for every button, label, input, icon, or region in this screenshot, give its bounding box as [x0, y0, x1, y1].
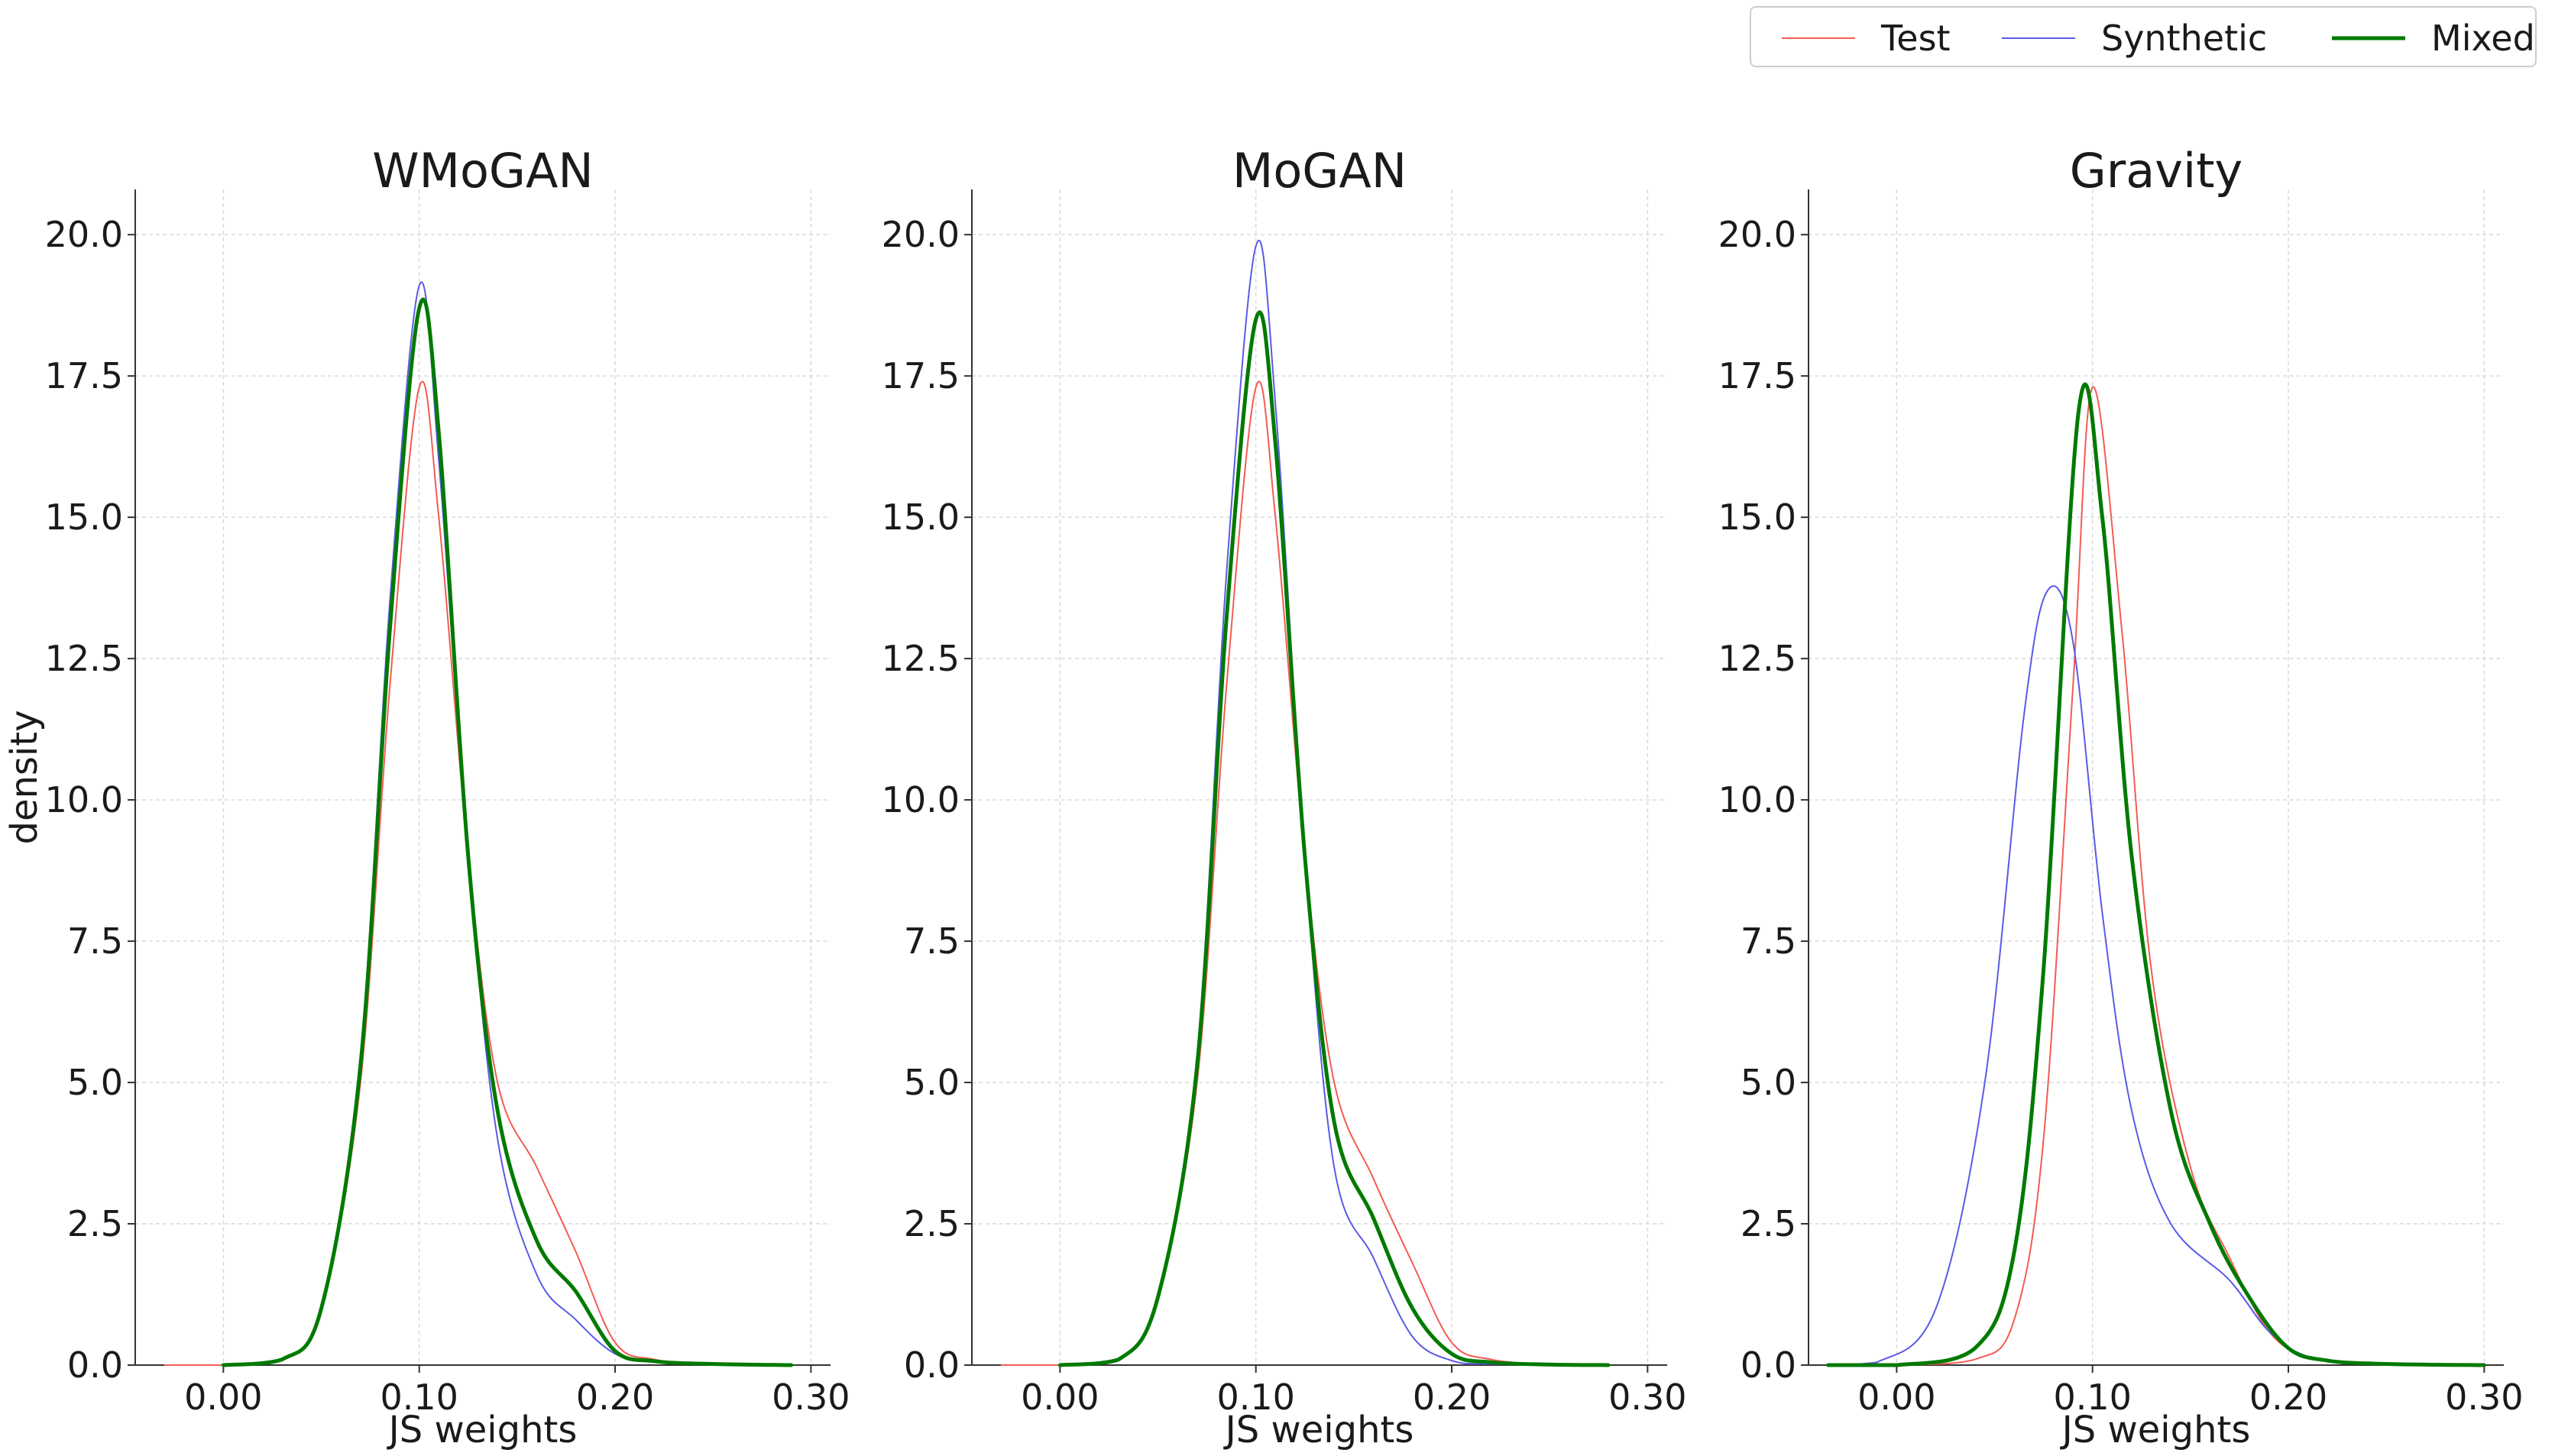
legend-swatch-mixed — [2332, 36, 2405, 40]
legend-item-test: Test — [1782, 8, 1951, 69]
y-tick-label: 0.0 — [1741, 1344, 1796, 1386]
x-tick-label: 0.10 — [1216, 1377, 1294, 1418]
chart-panel-mogan: 0.00 0.10 0.20 0.30 0.0 2.5 5.0 7.5 10.0 12.5 15.0… — [882, 143, 1687, 1451]
x-tick-label: 0.00 — [1021, 1377, 1099, 1418]
x-tick-label: 0.10 — [380, 1377, 458, 1418]
legend: Test Synthetic Mixed — [1750, 6, 2537, 67]
legend-swatch-synthetic — [2002, 37, 2075, 39]
y-tick-label: 0.0 — [67, 1344, 123, 1386]
y-tick-label: 20.0 — [45, 214, 123, 255]
y-tick-label: 7.5 — [904, 921, 960, 962]
y-tick-label: 2.5 — [1741, 1203, 1796, 1244]
y-tick-label: 15.0 — [45, 497, 123, 538]
y-tick-label: 0.0 — [904, 1344, 960, 1386]
x-tick-label: 0.20 — [576, 1377, 654, 1418]
y-tick-label: 20.0 — [1718, 214, 1796, 255]
x-axis-label: JS weights — [2060, 1409, 2251, 1451]
legend-swatch-test — [1782, 37, 1855, 39]
series-line-test — [1827, 386, 2466, 1367]
legend-label-test: Test — [1881, 18, 1951, 59]
x-tick-label: 0.00 — [184, 1377, 262, 1418]
x-tick-label: 0.20 — [1413, 1377, 1491, 1418]
x-tick-label: 0.30 — [1608, 1377, 1686, 1418]
legend-item-synthetic: Synthetic — [2002, 8, 2267, 69]
x-tick-label: 0.30 — [772, 1377, 850, 1418]
y-tick-label: 15.0 — [1718, 497, 1796, 538]
y-tick-label: 10.0 — [45, 779, 123, 820]
x-tick-label: 0.30 — [2445, 1377, 2523, 1418]
chart-title: MoGAN — [1232, 143, 1407, 199]
legend-item-mixed: Mixed — [2332, 8, 2535, 69]
series-line-mixed — [1057, 310, 1611, 1367]
series-line-test — [164, 380, 792, 1367]
chart-title: WMoGAN — [372, 143, 594, 199]
y-tick-label: 17.5 — [1718, 355, 1796, 396]
series-line-synthetic — [1059, 239, 1610, 1367]
y-tick-label: 2.5 — [904, 1203, 960, 1244]
legend-label-mixed: Mixed — [2431, 18, 2535, 59]
chart-title: Gravity — [2070, 143, 2243, 199]
y-tick-label: 20.0 — [882, 214, 960, 255]
x-tick-label: 0.10 — [2053, 1377, 2131, 1418]
x-axis-label: JS weights — [387, 1409, 578, 1451]
y-tick-label: 17.5 — [882, 355, 960, 396]
y-tick-label: 5.0 — [67, 1062, 123, 1103]
y-tick-label: 7.5 — [67, 921, 123, 962]
y-tick-label: 7.5 — [1741, 921, 1796, 962]
y-tick-label: 15.0 — [882, 497, 960, 538]
series-line-synthetic — [222, 281, 792, 1366]
x-axis-label: JS weights — [1223, 1409, 1414, 1451]
y-tick-label: 12.5 — [1718, 638, 1796, 679]
x-tick-label: 0.00 — [1857, 1377, 1935, 1418]
series-line-mixed — [1826, 382, 2486, 1367]
chart-panel-wmogan: 0.00 0.10 0.20 0.30 0.0 2.5 5.0 7.5 10.0 12.5 15.0… — [3, 143, 850, 1451]
y-tick-label: 12.5 — [882, 638, 960, 679]
series-line-synthetic — [1827, 585, 2485, 1366]
x-tick-label: 0.20 — [2249, 1377, 2327, 1418]
y-tick-label: 2.5 — [67, 1203, 123, 1244]
y-tick-label: 17.5 — [45, 355, 123, 396]
y-tick-label: 5.0 — [1741, 1062, 1796, 1103]
y-tick-label: 5.0 — [904, 1062, 960, 1103]
legend-label-synthetic: Synthetic — [2101, 18, 2268, 59]
y-tick-label: 10.0 — [1718, 779, 1796, 820]
chart-panel-gravity: 0.00 0.10 0.20 0.30 0.0 2.5 5.0 7.5 10.0 12.5 15.0… — [1718, 143, 2524, 1451]
y-axis-label: density — [3, 710, 46, 845]
y-tick-label: 12.5 — [45, 638, 123, 679]
y-tick-label: 10.0 — [882, 779, 960, 820]
series-line-mixed — [221, 297, 794, 1367]
